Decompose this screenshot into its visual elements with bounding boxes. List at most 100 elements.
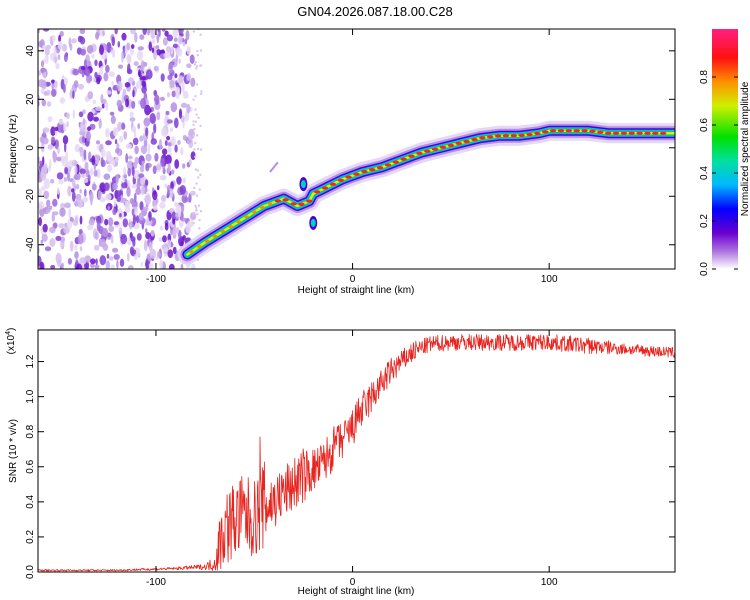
noise-blob — [105, 128, 110, 138]
noise-blob — [51, 213, 55, 222]
ridge-peak — [652, 131, 659, 135]
noise-blob — [168, 263, 175, 269]
noise-blob — [179, 185, 186, 195]
noise-blob — [115, 147, 120, 154]
snr-frame — [37, 329, 676, 573]
noise-blob — [47, 144, 54, 150]
noise-blob — [164, 222, 169, 231]
noise-blob — [192, 221, 195, 225]
noise-blob — [170, 102, 178, 113]
noise-blob — [102, 30, 105, 37]
noise-blob — [162, 235, 167, 243]
noise-blob — [167, 239, 172, 248]
noise-blob — [195, 212, 199, 216]
noise-blob — [111, 81, 114, 86]
noise-blob — [200, 90, 203, 93]
noise-blob — [167, 146, 172, 154]
noise-blob — [110, 234, 114, 244]
noise-blob — [93, 116, 99, 122]
ridge-peak — [376, 166, 384, 170]
noise-blob — [171, 90, 176, 98]
noise-blob — [156, 251, 161, 258]
noise-blob — [99, 196, 106, 203]
noise-blob — [182, 163, 186, 169]
noise-blob — [79, 215, 83, 225]
ridge-peak — [337, 178, 344, 182]
noise-blob — [113, 199, 117, 207]
noise-blob — [86, 45, 94, 54]
noise-blob — [195, 67, 198, 70]
noise-blob — [164, 30, 169, 37]
noise-blob — [105, 101, 109, 111]
noise-blob — [42, 164, 47, 175]
noise-blob — [161, 127, 168, 137]
snr-panel: -100 0 100 0.0 0.2 0.4 0.6 0.8 1.0 1.2 Height of… — [5, 328, 676, 597]
noise-blob — [56, 122, 64, 133]
ridge-peak — [510, 134, 517, 138]
spectrogram-x-ticks: -100 0 100 — [146, 29, 558, 285]
noise-blob — [155, 198, 159, 204]
noise-blob — [192, 30, 196, 33]
noise-blob — [57, 146, 60, 155]
noise-blob — [167, 142, 172, 147]
noise-blob — [96, 140, 100, 145]
noise-blob — [182, 177, 186, 184]
noise-blob — [129, 111, 134, 118]
noise-blob — [90, 196, 93, 206]
noise-blob — [90, 167, 94, 176]
ridge-peak — [644, 131, 651, 135]
noise-blob — [76, 263, 83, 269]
noise-blob — [156, 185, 160, 191]
ridge-peak — [369, 168, 376, 172]
y-tick-label: 1.0 — [25, 389, 36, 403]
noise-blob — [161, 148, 168, 155]
noise-blob — [95, 32, 100, 40]
noise-blob — [155, 45, 160, 50]
noise-blob — [136, 50, 144, 61]
noise-blob — [167, 163, 171, 174]
ridge-peak — [408, 154, 415, 158]
ridge-peak — [267, 202, 273, 206]
y-tick-label: 1.2 — [25, 354, 36, 368]
noise-blob — [67, 258, 72, 265]
noise-blob — [167, 74, 173, 81]
noise-blob — [127, 155, 133, 160]
noise-blob — [178, 209, 182, 218]
noise-blob — [41, 186, 46, 191]
noise-blob — [79, 188, 82, 194]
noise-blob — [194, 141, 197, 145]
noise-blob — [116, 195, 121, 203]
noise-blob — [129, 246, 135, 255]
noise-blob — [46, 208, 51, 213]
noise-blob — [140, 261, 143, 268]
noise-blob — [132, 137, 139, 146]
noise-blob — [153, 205, 158, 211]
noise-blob — [116, 99, 123, 108]
noise-blob — [39, 136, 45, 143]
ridge-peak — [526, 132, 533, 137]
ridge-fragment — [269, 161, 279, 173]
noise-blob — [181, 203, 185, 213]
noise-blob — [160, 73, 165, 82]
noise-blob — [174, 144, 178, 153]
noise-blob — [140, 185, 145, 195]
noise-blob — [172, 43, 178, 49]
noise-blob — [44, 246, 52, 252]
colorbar-ticks: 0.0 0.2 0.4 0.6 0.8 — [699, 70, 738, 276]
noise-blob — [103, 173, 111, 180]
noise-blob — [74, 251, 79, 259]
y-tick-label: -40 — [25, 237, 36, 252]
noise-blob — [101, 103, 105, 109]
noise-blob — [94, 264, 100, 269]
noise-blob — [80, 48, 87, 56]
noise-blob — [99, 182, 106, 193]
noise-blob — [59, 30, 64, 37]
noise-blob — [145, 258, 149, 269]
noise-blob — [153, 89, 157, 97]
noise-blob — [110, 264, 115, 269]
noise-blob — [189, 190, 196, 196]
noise-blob — [42, 223, 48, 233]
x-tick-label: 0 — [350, 577, 356, 588]
noise-blob — [39, 160, 43, 166]
